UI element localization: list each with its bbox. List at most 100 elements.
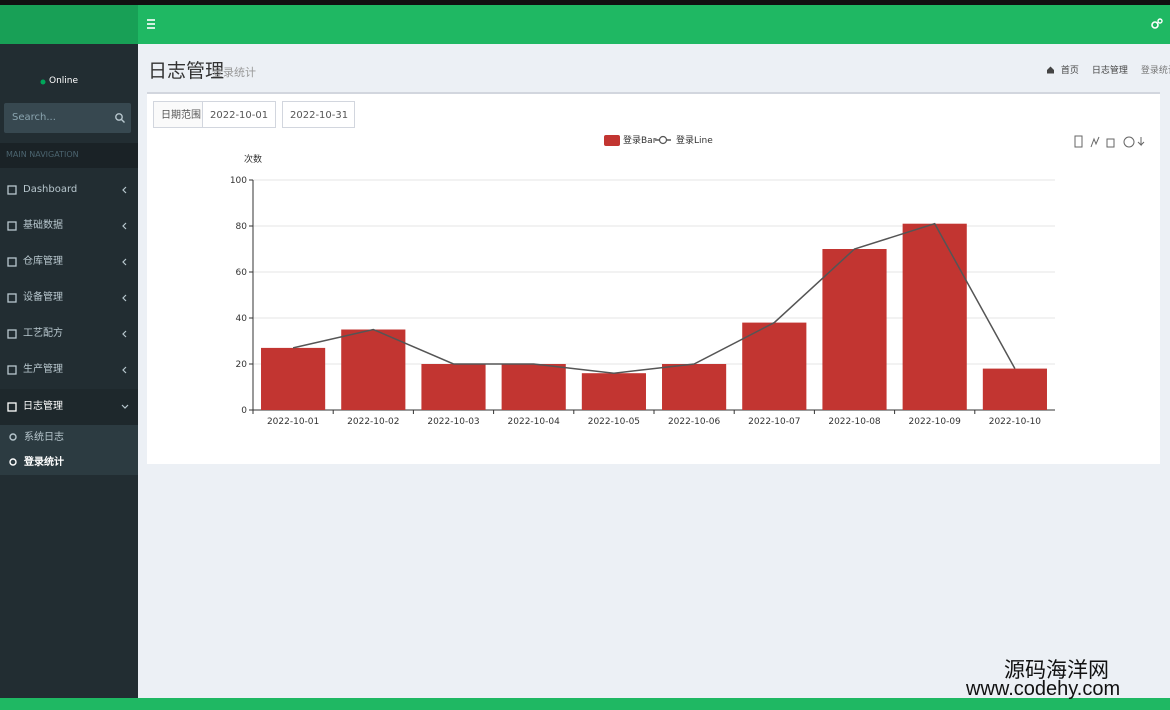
bar: [581, 373, 646, 410]
sidebar: Online Search... MAIN NAVIGATION Dashboa…: [0, 44, 138, 698]
chevron: [122, 258, 127, 266]
chart-panel: 日期范围 2022-10-01 2022-10-31 次数 0 20 40 60 80 10…: [147, 92, 1160, 464]
data-view-tool[interactable]: [1074, 135, 1083, 148]
submenu-icon-shape: [9, 458, 17, 466]
menu-icon: [7, 257, 17, 267]
submenu-icon: [9, 433, 17, 441]
page-title: 日志管理: [148, 60, 225, 82]
x-tick-label: 2022-10-10: [989, 417, 1042, 427]
legend-swatch: [604, 135, 620, 146]
restore-tool[interactable]: [1123, 136, 1135, 148]
watermark-url: www.codehy.com: [966, 678, 1121, 700]
menu-item[interactable]: 生产管理: [0, 352, 138, 388]
search-icon[interactable]: [114, 112, 126, 124]
logo-area: [0, 5, 138, 44]
chart: 次数 0 20 40 60 80 100 2022-10-01 2022-10-02 2022-1…: [230, 135, 1055, 427]
x-tick-label: 2022-10-05: [588, 417, 640, 427]
breadcrumb: 首页 日志管理 登录统计: [1046, 63, 1170, 76]
submenu-icon: [9, 458, 17, 466]
user-status: Online: [49, 76, 79, 86]
menu-label: 生产管理: [23, 364, 63, 375]
y-tick-label: 0: [241, 406, 247, 416]
menu-chevron: [122, 294, 127, 302]
bar-tool[interactable]: [1106, 138, 1115, 148]
submenu-icon-shape: [9, 433, 17, 441]
breadcrumb-item: 登录统计: [1140, 66, 1170, 76]
bar: [261, 347, 326, 410]
legend-label[interactable]: 登录Line: [676, 135, 713, 146]
chevron: [122, 330, 127, 338]
bar: [982, 368, 1047, 410]
menu-label: 日志管理: [23, 401, 63, 412]
menu-icon-shape: [7, 402, 17, 412]
chevron: [122, 222, 127, 230]
menu-icon: [7, 293, 17, 303]
chevron: [121, 404, 129, 409]
bar: [822, 249, 887, 410]
y-tick-label: 60: [236, 268, 248, 278]
search-placeholder: Search...: [12, 112, 56, 123]
menu-label: 基础数据: [23, 220, 63, 231]
menu-chevron: [122, 366, 127, 374]
y-tick-label: 20: [236, 360, 248, 370]
breadcrumb-item[interactable]: 日志管理: [1091, 66, 1128, 76]
menu-item[interactable]: 工艺配方: [0, 316, 138, 352]
x-tick-label: 2022-10-06: [668, 417, 721, 427]
x-tick-label: 2022-10-01: [267, 417, 319, 427]
submenu-item[interactable]: 登录统计: [0, 450, 138, 475]
date-start[interactable]: 2022-10-01: [202, 101, 276, 128]
chevron: [122, 366, 127, 374]
menu-label: 工艺配方: [23, 328, 63, 339]
submenu-item[interactable]: 系统日志: [0, 425, 138, 450]
x-tick-label: 2022-10-02: [347, 417, 399, 427]
watermark-name: 源码海洋网: [1004, 658, 1109, 682]
menu-item[interactable]: 仓库管理: [0, 244, 138, 280]
bar: [902, 223, 967, 410]
legend-swatch-dot: [658, 135, 668, 145]
top-strip: [0, 0, 1170, 5]
menu-item[interactable]: Dashboard: [0, 172, 138, 208]
x-tick-label: 2022-10-03: [427, 417, 479, 427]
menu-label: 仓库管理: [23, 256, 63, 267]
menu-icon-shape: [7, 185, 17, 195]
bar: [742, 322, 807, 410]
date-end[interactable]: 2022-10-31: [282, 101, 355, 128]
menu-chevron: [122, 258, 127, 266]
line-tool[interactable]: [1090, 136, 1100, 148]
chevron: [122, 294, 127, 302]
menu-label: 设备管理: [23, 292, 63, 303]
page-subtitle: 登录统计: [212, 66, 256, 79]
x-tick-label: 2022-10-08: [828, 417, 881, 427]
menu-label: Dashboard: [23, 184, 78, 195]
menu-icon-shape: [7, 293, 17, 303]
menu-item[interactable]: 日志管理: [0, 389, 138, 425]
x-tick-label: 2022-10-04: [508, 417, 561, 427]
menu-icon-shape: [7, 365, 17, 375]
menu-toggle[interactable]: [146, 18, 158, 30]
nav-header: MAIN NAVIGATION: [6, 150, 79, 159]
y-axis-label: 次数: [244, 153, 262, 165]
bottom-strip: [0, 698, 1170, 710]
submenu-label: 系统日志: [24, 432, 64, 443]
search-box[interactable]: Search...: [4, 103, 131, 133]
bar: [501, 364, 566, 410]
legend-label[interactable]: 登录Bar: [623, 135, 657, 146]
y-tick-label: 80: [236, 222, 248, 232]
x-tick-label: 2022-10-07: [748, 417, 800, 427]
bar: [341, 329, 406, 410]
menu-icon-shape: [7, 329, 17, 339]
save-tool[interactable]: [1137, 137, 1145, 147]
settings-icon[interactable]: [1150, 17, 1164, 31]
bar: [662, 364, 727, 410]
chart-toolbox: [1074, 135, 1145, 148]
menu-chevron: [122, 222, 127, 230]
y-tick-label: 40: [236, 314, 248, 324]
menu-chevron: [122, 186, 127, 194]
menu-item[interactable]: 设备管理: [0, 280, 138, 316]
menu-item[interactable]: 基础数据: [0, 208, 138, 244]
home-icon: [1047, 66, 1054, 74]
breadcrumb-item[interactable]: 首页: [1060, 66, 1079, 76]
menu-icon-shape: [7, 257, 17, 267]
menu-icon: [7, 365, 17, 375]
nav-header-bar: MAIN NAVIGATION: [0, 143, 138, 168]
